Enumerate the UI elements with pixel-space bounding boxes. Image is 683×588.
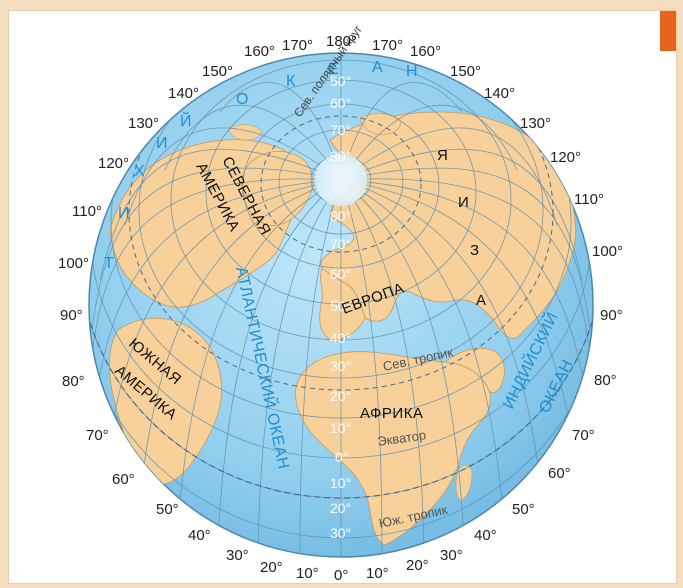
- deg-label: 180°: [326, 33, 357, 50]
- deg-label: 60°: [548, 465, 571, 482]
- deg-label: 140°: [168, 85, 199, 102]
- deg-label: 140°: [484, 85, 515, 102]
- deg-label: 100°: [58, 255, 89, 272]
- deg-label: 160°: [410, 43, 441, 60]
- deg-label: 130°: [520, 115, 551, 132]
- deg-label: 20°: [406, 557, 429, 574]
- longitude-labels: 180° 170° 170° 160° 160° 150° 150° 140° …: [58, 33, 623, 584]
- deg-label: 10°: [296, 565, 319, 582]
- deg-label: 110°: [72, 203, 102, 220]
- pacific-letter: Х: [134, 163, 145, 180]
- deg-label: 80°: [62, 373, 85, 390]
- lat-label: 50°: [330, 298, 351, 314]
- lat-label: 20°: [330, 500, 351, 516]
- lat-label: 60°: [330, 95, 351, 111]
- deg-label: 170°: [372, 37, 403, 54]
- deg-label: 70°: [572, 427, 595, 444]
- deg-label: 100°: [592, 243, 623, 260]
- asia-letter: Я: [437, 147, 448, 164]
- pacific-letter: К: [286, 73, 296, 90]
- deg-label: 10°: [366, 565, 389, 582]
- deg-label: 50°: [512, 501, 535, 518]
- deg-label: 150°: [450, 63, 481, 80]
- lat-label: 40°: [330, 330, 351, 346]
- pacific-letter: Н: [406, 63, 418, 80]
- africa-landmass: [295, 351, 491, 546]
- latitude-labels: 50° 60° 70° 80° 80° 70° 60° 50° 40° 30° …: [330, 73, 351, 541]
- corner-accent: [660, 11, 676, 51]
- deg-label: 120°: [98, 155, 129, 172]
- deg-label: 50°: [156, 501, 179, 518]
- pacific-letter: И: [156, 135, 168, 152]
- madagascar-landmass: [455, 464, 473, 501]
- deg-label: 40°: [474, 527, 497, 544]
- equator-label: Экватор: [376, 427, 427, 449]
- asia-letter: И: [458, 194, 469, 211]
- deg-label: 60°: [112, 471, 135, 488]
- lat-label: 30°: [330, 525, 351, 541]
- lat-label: 0°: [335, 449, 348, 465]
- pacific-letter: Й: [180, 111, 192, 130]
- pacific-letter: А: [372, 59, 383, 76]
- deg-label: 150°: [202, 63, 233, 80]
- deg-label: 110°: [574, 191, 604, 208]
- deg-label: 70°: [86, 427, 109, 444]
- deg-label: 120°: [550, 149, 581, 166]
- lat-label: 10°: [330, 420, 351, 436]
- north-pole: [315, 154, 367, 206]
- deg-label: 0°: [334, 567, 348, 584]
- arctic-islands: [228, 113, 401, 141]
- deg-label: 90°: [60, 307, 83, 324]
- lat-label: 30°: [330, 358, 351, 374]
- lat-label: 20°: [330, 388, 351, 404]
- deg-label: 160°: [244, 43, 275, 60]
- lat-label: 80°: [330, 208, 351, 224]
- deg-label: 40°: [188, 527, 211, 544]
- asia-letter: З: [470, 242, 480, 259]
- lat-label: 60°: [330, 266, 351, 282]
- deg-label: 20°: [260, 559, 283, 576]
- lat-label: 50°: [330, 73, 351, 89]
- pacific-letter: И: [118, 205, 130, 222]
- arctic-circle-line: [260, 115, 422, 253]
- asia-letter: А: [476, 292, 487, 309]
- deg-label: 90°: [600, 307, 623, 324]
- deg-label: 80°: [594, 372, 617, 389]
- pacific-letter: Т: [104, 255, 114, 272]
- south-america-landmass: [109, 317, 222, 485]
- lat-label: 10°: [330, 475, 351, 491]
- pacific-letter: О: [236, 91, 249, 108]
- africa-label: АФРИКА: [360, 405, 423, 422]
- lat-label: 80°: [330, 148, 351, 164]
- lat-label: 70°: [330, 236, 351, 252]
- pacific-letter: Е: [328, 61, 339, 78]
- deg-label: 30°: [226, 547, 249, 564]
- deg-label: 130°: [128, 115, 159, 132]
- deg-label: 30°: [440, 547, 463, 564]
- lat-label: 70°: [330, 122, 351, 138]
- north-tropic-line: [128, 53, 554, 391]
- deg-label: 170°: [282, 37, 313, 54]
- meridian-lines: [89, 53, 593, 557]
